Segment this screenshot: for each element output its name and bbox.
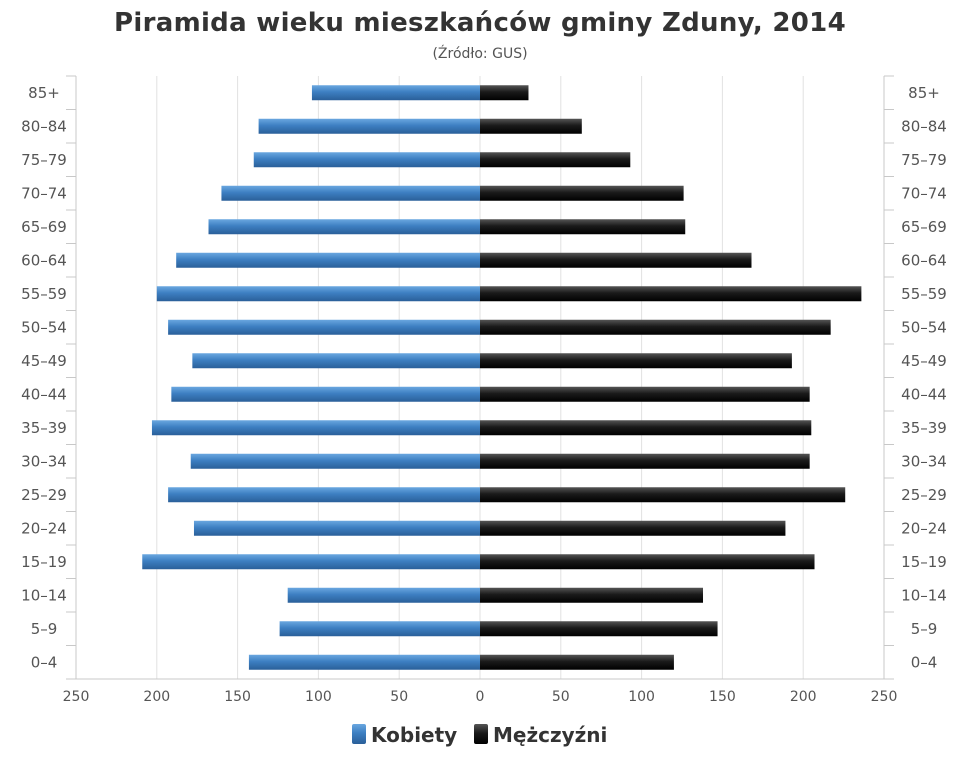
category-label-right: 45–49: [901, 352, 947, 370]
legend-swatch-mezczyzni[interactable]: [474, 724, 488, 744]
x-tick-label: 50: [390, 689, 408, 705]
bar-kobiety: [258, 118, 480, 134]
category-label-left: 55–59: [21, 285, 67, 303]
bar-kobiety: [142, 554, 481, 570]
bar-mezczyzni: [480, 286, 862, 302]
bar-kobiety: [171, 386, 480, 402]
bar-kobiety: [253, 152, 480, 168]
x-tick-label: 200: [790, 689, 817, 705]
category-label-left: 85+: [28, 84, 60, 102]
bar-mezczyzni: [480, 554, 815, 570]
bar-mezczyzni: [480, 487, 846, 503]
bar-kobiety: [156, 286, 481, 302]
legend-label-mezczyzni[interactable]: Mężczyźni: [493, 723, 607, 747]
category-label-left: 80–84: [21, 117, 67, 135]
category-label-left: 60–64: [21, 251, 67, 269]
category-label-left: 10–14: [21, 586, 67, 604]
category-label-right: 10–14: [901, 586, 947, 604]
category-label-left: 0–4: [31, 653, 58, 671]
bar-mezczyzni: [480, 420, 812, 436]
bar-mezczyzni: [480, 386, 810, 402]
bar-mezczyzni: [480, 85, 529, 101]
category-label-left: 30–34: [21, 452, 67, 470]
category-label-left: 15–19: [21, 553, 67, 571]
category-label-left: 25–29: [21, 486, 67, 504]
bar-kobiety: [248, 654, 480, 670]
x-tick-label: 150: [709, 689, 736, 705]
category-label-left: 40–44: [21, 385, 67, 403]
x-tick-label: 100: [305, 689, 332, 705]
bar-kobiety: [221, 185, 480, 201]
category-label-left: 75–79: [21, 151, 67, 169]
bar-kobiety: [151, 420, 480, 436]
category-label-right: 5–9: [911, 620, 938, 638]
bar-mezczyzni: [480, 185, 684, 201]
bar-mezczyzni: [480, 520, 786, 536]
x-tick-label: 250: [63, 689, 90, 705]
category-label-right: 35–39: [901, 419, 947, 437]
chart-title: Piramida wieku mieszkańców gminy Zduny, …: [114, 8, 846, 38]
category-label-right: 0–4: [911, 653, 938, 671]
x-tick-label: 100: [628, 689, 655, 705]
bar-kobiety: [193, 520, 480, 536]
x-tick-label: 0: [476, 689, 485, 705]
bar-mezczyzni: [480, 587, 704, 603]
category-label-right: 55–59: [901, 285, 947, 303]
bar-kobiety: [176, 252, 480, 268]
category-label-right: 70–74: [901, 184, 947, 202]
category-label-right: 75–79: [901, 151, 947, 169]
bar-kobiety: [208, 219, 480, 235]
category-label-right: 20–24: [901, 519, 947, 537]
category-label-right: 15–19: [901, 553, 947, 571]
bar-mezczyzni: [480, 252, 752, 268]
x-tick-label: 150: [224, 689, 251, 705]
category-label-right: 65–69: [901, 218, 947, 236]
bar-mezczyzni: [480, 621, 718, 637]
bar-mezczyzni: [480, 453, 810, 469]
bar-kobiety: [190, 453, 480, 469]
category-label-left: 5–9: [31, 620, 58, 638]
category-label-right: 40–44: [901, 385, 947, 403]
category-label-left: 70–74: [21, 184, 67, 202]
chart-subtitle: (Źródło: GUS): [432, 46, 528, 62]
bar-kobiety: [192, 353, 481, 369]
bar-kobiety: [279, 621, 480, 637]
category-label-right: 30–34: [901, 452, 947, 470]
bar-mezczyzni: [480, 353, 792, 369]
category-label-right: 60–64: [901, 251, 947, 269]
bar-kobiety: [168, 487, 480, 503]
x-tick-label: 250: [871, 689, 898, 705]
bar-mezczyzni: [480, 219, 686, 235]
category-label-left: 45–49: [21, 352, 67, 370]
category-label-left: 65–69: [21, 218, 67, 236]
bar-kobiety: [168, 319, 480, 335]
x-tick-label: 200: [143, 689, 170, 705]
category-label-left: 35–39: [21, 419, 67, 437]
legend-swatch-kobiety[interactable]: [352, 724, 366, 744]
category-label-right: 85+: [908, 84, 940, 102]
bar-kobiety: [287, 587, 480, 603]
x-tick-label: 50: [552, 689, 570, 705]
category-label-right: 80–84: [901, 117, 947, 135]
category-label-right: 50–54: [901, 318, 947, 336]
bar-kobiety: [311, 85, 480, 101]
bar-mezczyzni: [480, 118, 582, 134]
category-label-right: 25–29: [901, 486, 947, 504]
category-label-left: 20–24: [21, 519, 67, 537]
legend-label-kobiety[interactable]: Kobiety: [371, 723, 457, 747]
bar-mezczyzni: [480, 319, 831, 335]
category-label-left: 50–54: [21, 318, 67, 336]
bar-mezczyzni: [480, 152, 631, 168]
bar-mezczyzni: [480, 654, 674, 670]
